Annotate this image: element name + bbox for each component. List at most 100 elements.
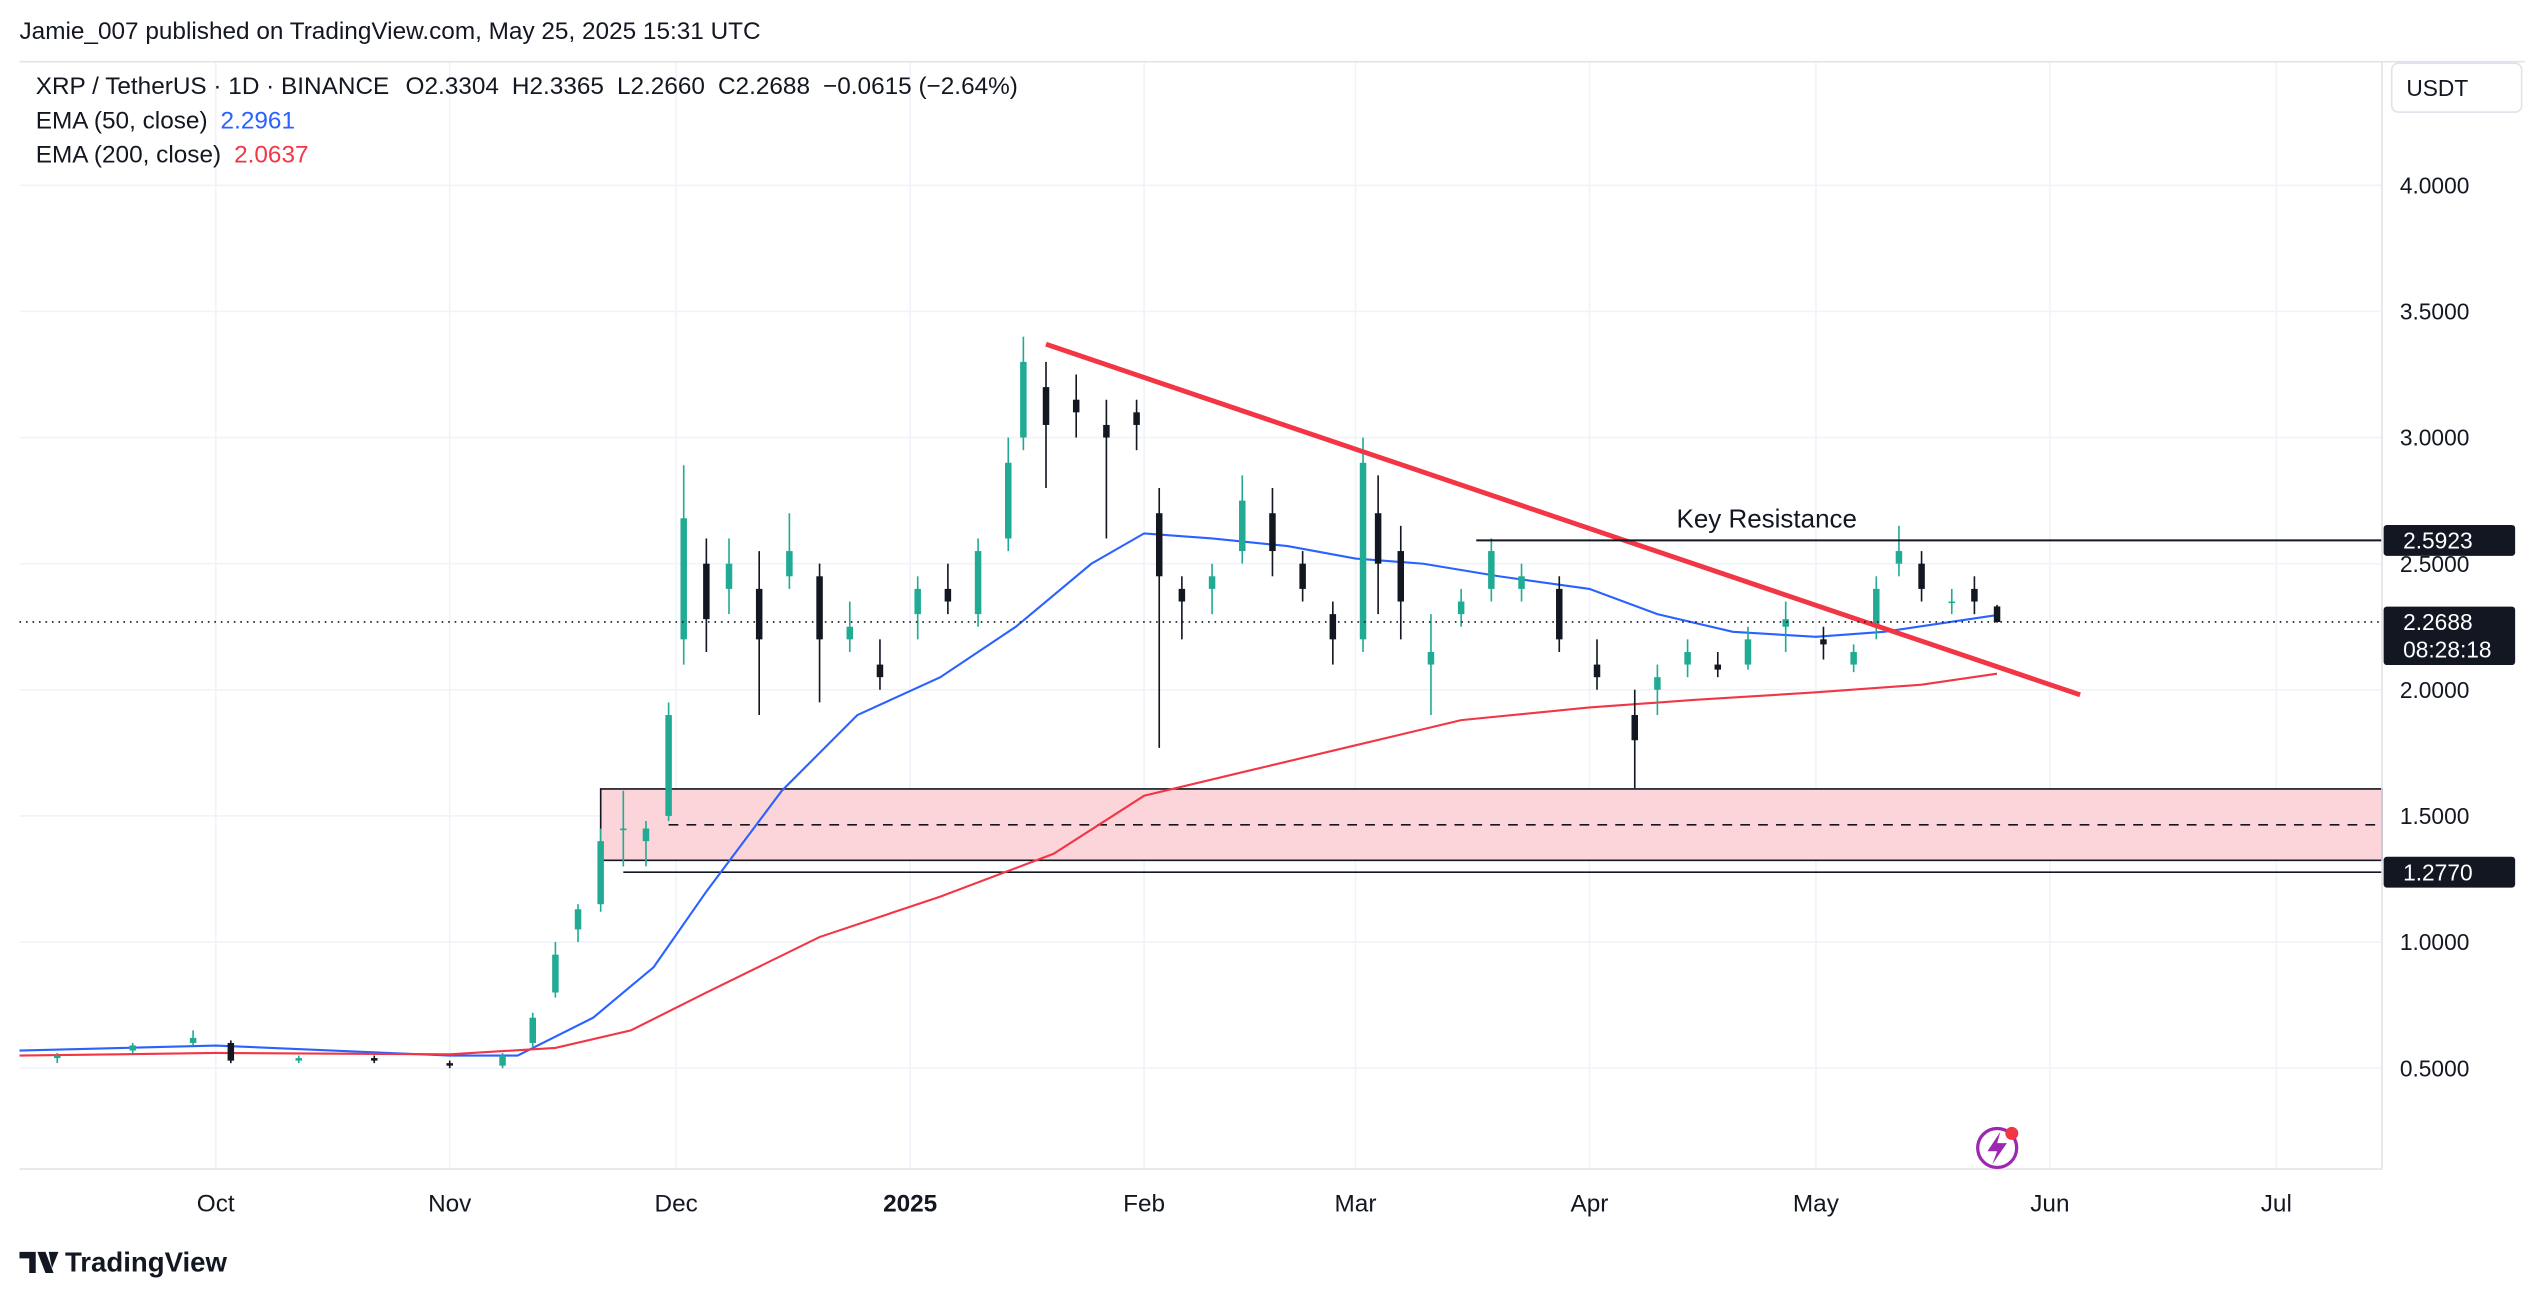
x-tick-label: Feb [1123, 1190, 1165, 1217]
candle-body [1374, 513, 1382, 564]
y-tick-label: 2.0000 [2400, 677, 2470, 703]
ohlc-value: 2.3365 [530, 73, 604, 100]
y-tick-label: 1.5000 [2400, 803, 2470, 829]
y-tick-label: 0.5000 [2400, 1055, 2470, 1081]
candle-body [725, 563, 733, 589]
candle-body [1239, 500, 1246, 552]
candle-body [665, 715, 672, 816]
indicator-value: 2.0637 [234, 141, 308, 168]
price-label: 2.5923 [2403, 528, 2472, 554]
candle-body [1744, 639, 1752, 665]
grid [19, 61, 2382, 1170]
indicator-legend: EMA (200, close) 2.0637 [36, 141, 309, 168]
candle-body [1873, 588, 1880, 627]
y-tick-label: 3.0000 [2400, 425, 2470, 451]
candle-body [574, 909, 582, 930]
x-tick-label: Mar [1335, 1190, 1377, 1217]
ohlc-value: 2.2660 [631, 73, 705, 100]
candle-body [1359, 462, 1367, 640]
ohlc-change: −0.0615 (−2.64%) [823, 73, 1018, 100]
x-tick-label: May [1793, 1190, 1840, 1217]
candle-body [597, 841, 604, 905]
ohlc-key: L [617, 73, 631, 100]
candle-body [1269, 513, 1276, 552]
price-label-box [2383, 856, 2516, 888]
y-tick-label: 1.0000 [2400, 929, 2470, 955]
candle-body [1684, 651, 1691, 665]
y-tick-label: 3.5000 [2400, 299, 2470, 325]
candle-body [680, 518, 687, 640]
candle-body [1133, 412, 1140, 425]
ohlc-legend: XRP / TetherUS · 1D · BINANCE O2.3304 H2.3… [36, 73, 1018, 100]
candle-body [295, 1058, 303, 1061]
candle-body [1103, 424, 1110, 438]
candle-body [620, 828, 627, 831]
footer-brand: TradingView [65, 1246, 228, 1277]
price-label: 1.2770 [2403, 859, 2472, 885]
candle-body [1948, 601, 1956, 604]
candle-body [1208, 576, 1216, 589]
x-tick-label: Jun [2030, 1190, 2069, 1217]
candle-body [974, 551, 982, 615]
candle-body [876, 664, 884, 678]
x-tick-label: Jul [2261, 1190, 2292, 1217]
candle-body [529, 1017, 536, 1043]
candle-body [1518, 576, 1525, 589]
y-tick-label: 4.0000 [2400, 172, 2470, 198]
candle-body [1457, 601, 1465, 615]
candle-body [1329, 614, 1337, 640]
candle-body [1714, 664, 1722, 670]
x-tick-label: Oct [197, 1190, 235, 1217]
candle-body [499, 1055, 506, 1066]
indicator-value: 2.2961 [221, 107, 295, 134]
candle-body [786, 551, 793, 577]
candle-body [1020, 361, 1027, 438]
candle-body [1155, 513, 1163, 577]
symbol: XRP / TetherUS · 1D · BINANCE [36, 73, 390, 100]
countdown: 08:28:18 [2403, 637, 2491, 663]
candle-body [1488, 551, 1495, 589]
candle-body [1397, 551, 1405, 602]
candle-body [703, 563, 710, 620]
candle-body [1593, 664, 1601, 678]
ohlc-value: 2.2688 [736, 73, 810, 100]
ohlc-value: 2.3304 [424, 73, 498, 100]
currency[interactable]: USDT [2406, 75, 2468, 101]
candle-body [1042, 387, 1050, 425]
logo [19, 1251, 59, 1273]
line [19, 532, 1998, 1057]
indicator-name: EMA (50, close) [36, 107, 208, 134]
candle-body [1782, 619, 1789, 627]
price-label: 2.2688 [2403, 609, 2472, 635]
candle-body [1895, 551, 1903, 564]
candle-body [446, 1063, 453, 1066]
candle-body [53, 1055, 61, 1059]
ohlc-key: O [406, 73, 425, 100]
candle-body [1631, 715, 1638, 741]
candle-body [370, 1058, 378, 1061]
price-label-box [2383, 524, 2516, 556]
candle-body [1850, 651, 1857, 665]
x-tick-label: 2025 [883, 1190, 937, 1217]
indicator-name: EMA (200, close) [36, 141, 221, 168]
candle-body [1820, 639, 1827, 645]
candle-body [129, 1045, 136, 1051]
x-tick-label: Apr [1571, 1190, 1609, 1217]
candle-body [914, 588, 921, 615]
candle-body [1072, 399, 1080, 413]
candle-body [1918, 563, 1925, 589]
candle-body [642, 828, 650, 842]
x-tick-label: Dec [655, 1190, 698, 1217]
resistance-label: Key Resistance [1677, 503, 1857, 533]
x-tick-label: Nov [428, 1190, 472, 1217]
alert-icon [1976, 1126, 2019, 1170]
candle-body [1299, 563, 1306, 589]
indicator-legend: EMA (50, close) 2.2961 [36, 107, 295, 134]
candle-body [846, 626, 854, 640]
currency-box[interactable] [2390, 62, 2523, 113]
candle-body [1971, 588, 1978, 602]
publisher: Jamie_007 published on TradingView.com, … [19, 18, 760, 45]
plot: Key Resistance [19, 336, 2383, 1069]
